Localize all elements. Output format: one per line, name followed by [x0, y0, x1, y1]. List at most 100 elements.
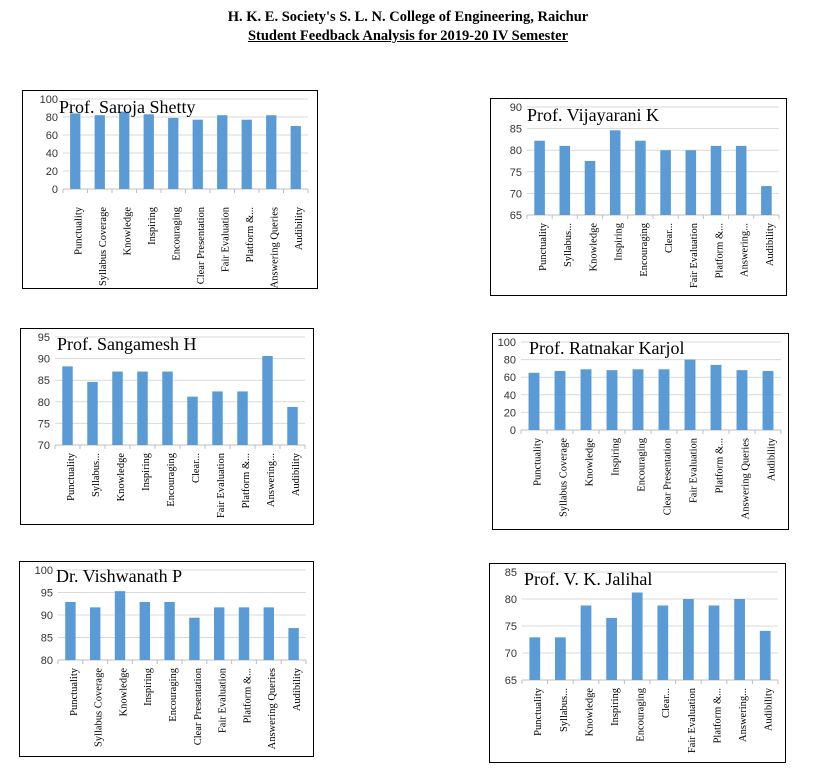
- bar: [238, 607, 250, 660]
- chart-vijayarani-k: 65 70 75 80 85 90 Punctuality Syllabus... Knowle…: [490, 98, 787, 296]
- y-tick-label: 80: [38, 397, 50, 409]
- bar: [762, 371, 774, 430]
- bar: [759, 630, 771, 680]
- y-tick-label: 80: [46, 112, 58, 124]
- x-category-label: Knowledge: [584, 688, 595, 737]
- chart-svg: 80 85 90 95 100 Punctuality Syllabus Coverage K…: [35, 565, 307, 749]
- bar: [137, 371, 148, 445]
- x-category-label: Syllabus Coverage: [94, 668, 105, 747]
- bar: [606, 370, 618, 430]
- chart-svg: 70 75 80 85 90 95 Punctuality Syllabus... Knowle…: [38, 332, 306, 518]
- bar: [660, 150, 671, 215]
- bar: [112, 371, 123, 445]
- bar: [262, 356, 273, 445]
- bar: [735, 145, 747, 215]
- bar: [584, 161, 596, 215]
- x-category-label: Punctuality: [74, 206, 85, 255]
- bar: [606, 617, 617, 680]
- x-category-label: Audibility: [766, 437, 777, 481]
- chart-title: Dr. Vishwanath P: [56, 566, 182, 586]
- bar: [217, 115, 228, 189]
- y-tick-label: 65: [505, 675, 517, 687]
- bar: [263, 607, 275, 660]
- x-category-label: Encouraging: [639, 222, 650, 276]
- x-category-label: Fair Evaluation: [218, 667, 229, 733]
- bar: [631, 592, 643, 680]
- x-category-label: Audibility: [764, 687, 775, 731]
- x-category-label: Fair Evaluation: [221, 206, 232, 272]
- bar: [237, 391, 248, 445]
- chart-saroja-shetty: 0 20 40 60 80 100 Punctuality Syllabus Coverage…: [22, 90, 318, 289]
- bar: [685, 150, 697, 215]
- y-tick-label: 100: [40, 94, 58, 106]
- x-category-label: Syllabus Coverage: [558, 438, 569, 517]
- bar: [94, 115, 105, 189]
- bar: [87, 381, 98, 445]
- y-tick-label: 70: [38, 440, 50, 452]
- bar: [192, 119, 203, 189]
- y-tick-label: 75: [510, 167, 522, 179]
- x-category-label: Encouraging: [636, 687, 647, 741]
- chart-svg: 0 20 40 60 80 100 Punctuality Syllabus Coverage…: [40, 94, 309, 288]
- x-category-label: Clear...: [191, 453, 202, 483]
- x-category-label: Clear Presentation: [196, 206, 207, 284]
- y-tick-label: 20: [46, 166, 58, 178]
- y-tick-label: 90: [41, 610, 53, 622]
- y-tick-label: 80: [505, 594, 517, 606]
- x-category-label: Punctuality: [533, 687, 544, 736]
- bar: [609, 130, 621, 215]
- x-category-label: Knowledge: [116, 453, 127, 502]
- y-tick-label: 100: [498, 337, 516, 349]
- x-category-label: Fair Evaluation: [216, 452, 227, 518]
- x-category-label: Platform &...: [714, 438, 725, 493]
- bar: [266, 115, 277, 189]
- y-tick-label: 40: [46, 148, 58, 160]
- x-category-label: Platform &...: [241, 453, 252, 508]
- y-tick-label: 75: [38, 418, 50, 430]
- chart-title: Prof. Vijayarani K: [527, 105, 659, 125]
- x-category-label: Inspiring: [614, 222, 625, 261]
- bar: [710, 364, 722, 430]
- bar: [164, 601, 175, 660]
- x-category-label: Knowledge: [584, 438, 595, 487]
- bar: [168, 117, 179, 189]
- chart-svg: 65 70 75 80 85 Punctuality Syllabus... Knowledg…: [505, 567, 779, 753]
- bar: [288, 628, 299, 660]
- bar: [555, 637, 566, 680]
- y-tick-label: 85: [41, 633, 53, 645]
- bar: [119, 111, 130, 189]
- chart-title: Prof. V. K. Jalihal: [524, 569, 652, 589]
- x-category-label: Inspiring: [141, 452, 152, 491]
- y-tick-label: 95: [38, 332, 50, 344]
- y-tick-label: 80: [504, 355, 516, 367]
- x-category-label: Audibility: [294, 206, 305, 250]
- x-category-label: Syllabus...: [563, 223, 574, 267]
- y-tick-label: 60: [504, 372, 516, 384]
- x-category-label: Inspiring: [147, 206, 158, 245]
- x-category-label: Inspiring: [610, 687, 621, 726]
- bar: [580, 369, 592, 430]
- y-tick-label: 80: [41, 655, 53, 667]
- x-category-label: Clear Presentation: [662, 437, 673, 515]
- x-category-label: Answering Queries: [270, 207, 281, 288]
- x-category-label: Answering Queries: [267, 668, 278, 749]
- bar: [241, 119, 252, 189]
- y-tick-label: 80: [510, 145, 522, 157]
- x-category-label: Punctuality: [69, 667, 80, 716]
- bar: [65, 601, 76, 660]
- bar: [658, 369, 670, 430]
- bar: [189, 617, 200, 660]
- bar: [212, 391, 223, 445]
- x-category-label: Answering Queries: [740, 438, 751, 519]
- y-tick-label: 95: [41, 588, 53, 600]
- x-category-label: Answering...: [740, 223, 751, 277]
- chart-svg: 65 70 75 80 85 90 Punctuality Syllabus... Knowle…: [510, 102, 780, 288]
- chart-title: Prof. Saroja Shetty: [59, 97, 196, 117]
- chart-title: Prof. Sangamesh H: [57, 334, 196, 354]
- chart-vishwanath-p: 80 85 90 95 100 Punctuality Syllabus Coverage K…: [19, 561, 314, 757]
- chart-vk-jalihal: 65 70 75 80 85 Punctuality Syllabus... Knowledg…: [489, 563, 786, 763]
- x-category-label: Platform &...: [712, 688, 723, 743]
- x-category-label: Fair Evaluation: [688, 437, 699, 503]
- chart-title: Prof. Ratnakar Karjol: [529, 338, 684, 358]
- bar: [559, 145, 571, 215]
